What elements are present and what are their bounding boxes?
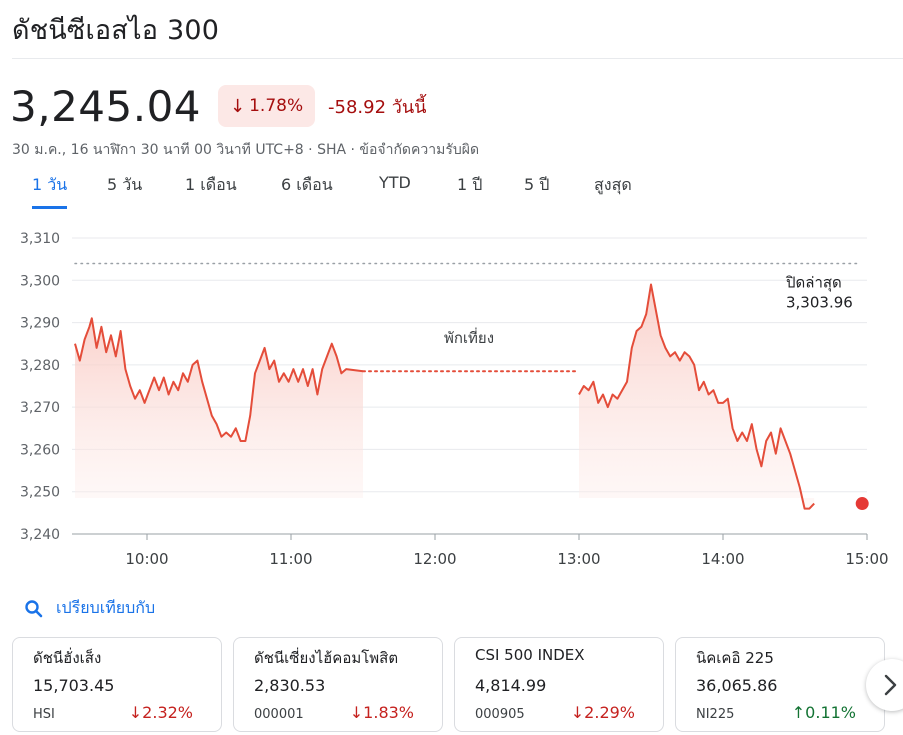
compare-button[interactable]: เปรียบเทียบกับ (24, 596, 155, 621)
y-tick-label: 3,280 (20, 358, 60, 374)
y-tick-label: 3,310 (20, 231, 60, 247)
tab-max[interactable]: สูงสุด (594, 175, 632, 194)
page-title: ดัชนีซีเอสไอ 300 (12, 15, 220, 46)
x-tick-label: 13:00 (557, 550, 600, 568)
y-tick-label: 3,240 (20, 527, 60, 543)
related-ticker: 000905 (475, 707, 525, 722)
change-percent-badge: ↓ 1.78% (218, 85, 316, 127)
chart-lines (74, 283, 815, 510)
arrow-down-icon: ↓ (128, 703, 143, 722)
quote-meta: 30 ม.ค., 16 นาฬิกา 30 นาที 00 วินาที UTC… (12, 142, 480, 158)
y-tick-label: 3,300 (20, 273, 60, 289)
current-price: 3,245.04 (10, 82, 202, 131)
y-tick-label: 3,260 (20, 442, 60, 458)
x-tick-label: 15:00 (845, 550, 888, 568)
header-divider (12, 58, 903, 59)
x-tick-label: 14:00 (701, 550, 744, 568)
chevron-right-icon (884, 674, 897, 696)
next-cards-button[interactable] (866, 659, 903, 711)
price-chart[interactable]: 3,240 3,250 3,260 3,270 3,280 3,290 3,300 3,310… (0, 225, 903, 575)
related-ticker: NI225 (696, 707, 735, 722)
related-name: ดัชนีเซี่ยงไฮ้คอมโพสิต (254, 649, 399, 667)
y-tick-label: 3,250 (20, 485, 60, 501)
compare-label: เปรียบเทียบกับ (56, 598, 156, 617)
tab-1-year[interactable]: 1 ปี (457, 175, 483, 194)
chart-annotations: ปิดล่าสุด3,303.96 พักเที่ยง (74, 262, 869, 511)
previous-close-value: 3,303.96 (786, 294, 853, 312)
tab-ytd[interactable]: YTD (379, 173, 411, 192)
x-axis-labels: 10:00 11:00 12:00 13:00 14:00 15:00 (125, 550, 888, 568)
related-change: ↓2.29% (571, 703, 635, 722)
lunch-break-label: พักเที่ยง (444, 327, 494, 347)
arrow-down-icon: ↓ (349, 703, 364, 722)
related-change: ↑0.11% (792, 703, 856, 722)
related-ticker: HSI (33, 707, 55, 722)
tab-6-months[interactable]: 6 เดือน (281, 175, 333, 194)
chart-area-fill (75, 284, 815, 509)
tab-1-day[interactable]: 1 วัน (32, 173, 68, 209)
y-tick-label: 3,290 (20, 316, 60, 332)
search-icon (25, 599, 43, 617)
related-card-hsi[interactable]: ดัชนีฮั่งเส็ง 15,703.45 HSI ↓2.32% (12, 637, 222, 732)
related-change-value: 1.83% (363, 703, 414, 722)
related-value: 15,703.45 (33, 676, 115, 695)
series-area-2 (579, 284, 815, 509)
change-today: -58.92 วันนี้ (328, 97, 427, 118)
x-tick-label: 11:00 (269, 550, 312, 568)
tab-5-days[interactable]: 5 วัน (107, 175, 143, 194)
arrow-up-icon: ↑ (791, 703, 806, 722)
related-value: 4,814.99 (475, 676, 547, 695)
related-value: 2,830.53 (254, 676, 326, 695)
related-change: ↓2.32% (129, 703, 193, 722)
related-ticker: 000001 (254, 707, 304, 722)
arrow-down-icon: ↓ (570, 703, 585, 722)
related-card-nikkei-225[interactable]: นิคเคอิ 225 36,065.86 NI225 ↑0.11% (675, 637, 885, 732)
related-value: 36,065.86 (696, 676, 778, 695)
series-line-1 (74, 317, 364, 442)
change-percent: 1.78% (249, 96, 304, 116)
related-card-csi-500[interactable]: CSI 500 INDEX 4,814.99 000905 ↓2.29% (454, 637, 664, 732)
previous-close-label: ปิดล่าสุด (785, 274, 842, 293)
tab-5-years[interactable]: 5 ปี (524, 175, 550, 194)
tab-1-month[interactable]: 1 เดือน (185, 175, 237, 194)
series-area-1 (75, 318, 363, 499)
y-axis-labels: 3,240 3,250 3,260 3,270 3,280 3,290 3,300 3,310 (20, 231, 60, 543)
x-tick-label: 12:00 (413, 550, 456, 568)
last-price-dot (855, 497, 869, 511)
related-name: นิคเคอิ 225 (696, 649, 774, 667)
y-tick-label: 3,270 (20, 400, 60, 416)
related-name: CSI 500 INDEX (475, 646, 585, 664)
related-name: ดัชนีฮั่งเส็ง (33, 649, 102, 667)
x-tick-label: 10:00 (125, 550, 168, 568)
related-card-shanghai-composite[interactable]: ดัชนีเซี่ยงไฮ้คอมโพสิต 2,830.53 000001 ↓… (233, 637, 443, 732)
series-line-2 (578, 283, 815, 510)
related-change-value: 0.11% (805, 703, 856, 722)
related-change: ↓1.83% (350, 703, 414, 722)
related-change-value: 2.32% (142, 703, 193, 722)
related-change-value: 2.29% (584, 703, 635, 722)
arrow-down-icon: ↓ (230, 95, 246, 117)
